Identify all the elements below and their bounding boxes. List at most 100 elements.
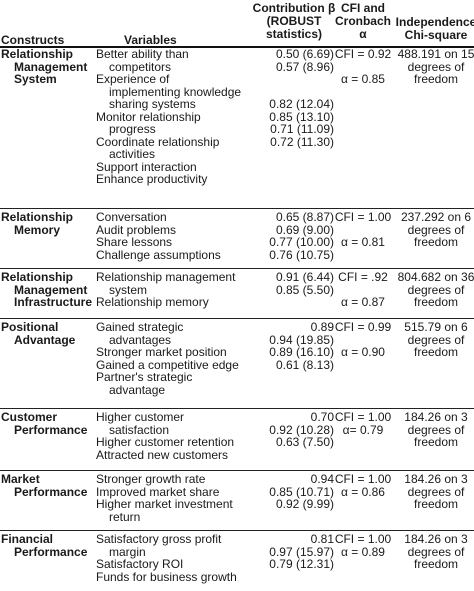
variable-line: Partner's strategic xyxy=(96,370,193,384)
header-contribution-line-2: (ROBUST xyxy=(266,14,322,28)
header-cfi: CFI and Cronbach α xyxy=(334,2,392,41)
alpha-value: α = 0.86 xyxy=(341,484,385,499)
contribution-value: 0.70 xyxy=(310,410,334,424)
header-variables: Variables xyxy=(124,33,177,47)
variable-line: advantages xyxy=(109,332,172,347)
group-rule xyxy=(0,530,474,531)
chi-square: 184.26 on 3 degrees of freedom xyxy=(393,473,474,511)
contribution-value: 0.71 (11.09) xyxy=(270,122,334,136)
contribution-value: 0.50 (6.69) xyxy=(275,47,334,61)
cfi-alpha: CFI = 0.99 α = 0.90 xyxy=(334,321,392,359)
chi-line: degrees of xyxy=(407,332,465,347)
contributions-list: 0.91 (6.44) 0.85 (5.50) xyxy=(244,271,334,296)
cfi-alpha: CFI = 1.00 α = 0.89 xyxy=(334,533,392,558)
construct-line: Performance xyxy=(14,544,88,559)
variable-line: Satisfactory gross profit xyxy=(96,532,222,546)
variable-line: progress xyxy=(109,122,156,136)
contribution-value: 0.89 xyxy=(310,320,334,334)
header-independence-line-2: Chi-square xyxy=(404,28,468,42)
variable-line: Attracted new customers xyxy=(96,447,229,462)
variable-line: Relationship management xyxy=(96,270,236,284)
cfi-value: CFI = 0.99 xyxy=(334,320,392,334)
header-contribution-line-3: statistics) xyxy=(265,27,323,41)
construct-line: Financial xyxy=(1,532,54,546)
variable-line: return xyxy=(109,509,141,524)
construct-name: Relationship Memory xyxy=(1,211,93,236)
chi-line: 515.79 on 6 xyxy=(404,320,468,334)
construct-name: Customer Performance xyxy=(1,411,93,436)
construct-line: Memory xyxy=(14,222,61,237)
variable-line: margin xyxy=(109,544,146,559)
variable-line: satisfaction xyxy=(109,422,170,437)
contribution-value: 0.85 (10.71) xyxy=(269,484,334,499)
header-cfi-line-1: CFI and xyxy=(341,1,385,15)
construct-line: Infrastructure xyxy=(14,295,93,309)
chi-line: freedom xyxy=(413,497,459,511)
chi-square: 804.682 on 36 degrees of freedom xyxy=(393,271,474,309)
contribution-value: 0.82 (12.04) xyxy=(269,97,334,111)
chi-square: 237.292 on 6 degrees of freedom xyxy=(393,211,474,249)
chi-line: 488.191 on 15 xyxy=(397,47,474,61)
variable-line: Funds for business growth xyxy=(96,569,237,584)
chi-square: 515.79 on 6 degrees of freedom xyxy=(393,321,474,359)
contribution-value: 0.85 (5.50) xyxy=(275,282,334,297)
chi-line: 184.26 on 3 xyxy=(404,472,468,486)
cfi-value: CFI = 1.00 xyxy=(334,410,392,424)
contribution-value: 0.92 (9.99) xyxy=(275,497,334,511)
contribution-value: 0.92 (10.28) xyxy=(269,422,334,437)
group-rule xyxy=(0,268,474,269)
variables-list: Satisfactory gross profit margin Satisfa… xyxy=(96,533,246,583)
header-contribution-line-1: Contribution β xyxy=(252,1,336,15)
contribution-value: 0.97 (15.97) xyxy=(269,544,334,559)
contribution-value: 0.77 (10.00) xyxy=(269,235,334,249)
header-independence-line-1: Independence xyxy=(395,15,474,29)
variable-line: Improved market share xyxy=(96,484,220,499)
variable-line: system xyxy=(109,282,148,297)
contribution-value: 0.63 (7.50) xyxy=(275,435,334,449)
group-rule xyxy=(0,470,474,471)
cfi-alpha: CFI = .92 α = 0.87 xyxy=(334,271,392,309)
construct-line: Performance xyxy=(14,422,88,437)
contribution-value: 0.85 (13.10) xyxy=(269,109,334,124)
chi-square: 184.26 on 3 degrees of freedom xyxy=(393,411,474,449)
variable-line: Gained a competitive edge xyxy=(96,357,239,372)
contribution-value: 0.76 (10.75) xyxy=(269,247,334,262)
cfi-value: CFI = 1.00 xyxy=(334,472,392,486)
variable-line: advantage xyxy=(109,382,166,397)
chi-line: freedom xyxy=(413,72,459,86)
construct-name: Financial Performance xyxy=(1,533,93,558)
contributions-list: 0.70 0.92 (10.28) 0.63 (7.50) xyxy=(244,411,334,449)
alpha-value: α = 0.85 xyxy=(341,72,385,86)
variable-line: competitors xyxy=(109,59,172,74)
construct-name: Relationship Management System xyxy=(1,48,93,86)
construct-line: Performance xyxy=(14,484,88,499)
contribution-blank xyxy=(244,73,334,86)
contribution-value: 0.81 xyxy=(310,532,334,546)
contributions-list: 0.81 0.97 (15.97) 0.79 (12.31) xyxy=(244,533,334,571)
contribution-value: 0.65 (8.87) xyxy=(275,210,334,224)
variable-line: Gained strategic xyxy=(96,320,184,334)
variable-line: Higher customer xyxy=(96,410,185,424)
variables-list: Gained strategic advantages Stronger mar… xyxy=(96,321,246,396)
cfi-value: CFI = .92 xyxy=(338,270,388,284)
contribution-value: 0.94 (19.85) xyxy=(269,332,334,347)
contribution-value: 0.94 xyxy=(310,472,334,486)
group-rule xyxy=(0,408,474,409)
cfi-value: CFI = 0.92 xyxy=(334,47,392,61)
contribution-value: 0.79 (12.31) xyxy=(269,557,334,571)
variable-line: Monitor relationship xyxy=(96,109,201,124)
header-cfi-line-2: Cronbach xyxy=(334,14,391,28)
contribution-value: 0.91 (6.44) xyxy=(275,270,334,284)
contributions-list: 0.94 0.85 (10.71) 0.92 (9.99) xyxy=(244,473,334,511)
contribution-value: 0.57 (8.96) xyxy=(275,59,334,74)
construct-name: Positional Advantage xyxy=(1,321,93,346)
variable-line: Satisfactory ROI xyxy=(96,557,184,571)
chi-line: degrees of xyxy=(407,59,465,74)
construct-name: Market Performance xyxy=(1,473,93,498)
header-contribution: Contribution β (ROBUST statistics) xyxy=(244,2,344,41)
variables-list: Conversation Audit problems Share lesson… xyxy=(96,211,246,261)
chi-square: 184.26 on 3 degrees of freedom xyxy=(393,533,474,571)
header-cfi-line-3: α xyxy=(359,27,367,41)
chi-line: 184.26 on 3 xyxy=(404,410,468,424)
alpha-value: α = 0.89 xyxy=(341,544,385,559)
